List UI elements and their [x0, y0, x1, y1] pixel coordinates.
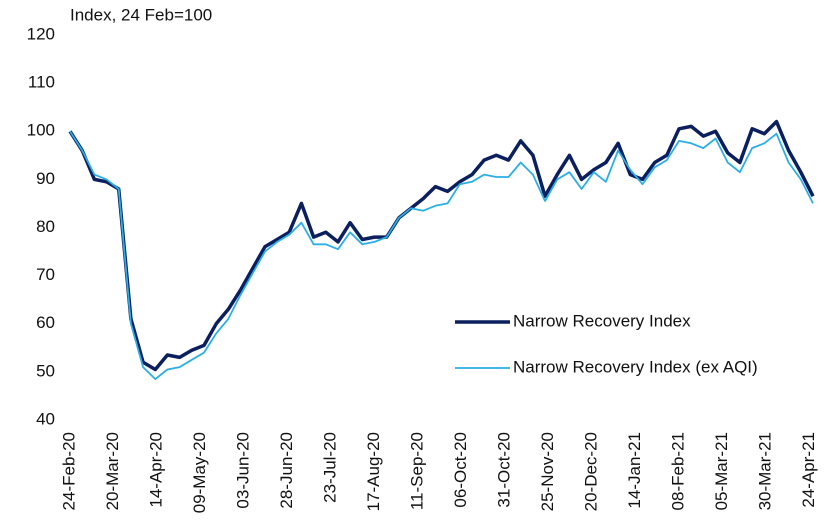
y-tick-label: 120	[27, 24, 55, 43]
x-tick-label: 11-Sep-20	[407, 432, 426, 510]
y-axis-label: Index, 24 Feb=100	[70, 5, 212, 24]
x-tick-label: 14-Apr-20	[146, 432, 165, 508]
y-tick-label: 40	[36, 409, 55, 428]
series-line	[69, 130, 814, 380]
x-tick-label: 17-Aug-20	[364, 432, 383, 511]
x-tick-label: 24-Feb-20	[59, 432, 78, 510]
legend-label: Narrow Recovery Index (ex AQI)	[513, 357, 758, 376]
y-tick-label: 90	[36, 169, 55, 188]
y-tick-label: 80	[36, 217, 55, 236]
x-tick-label: 25-Nov-20	[538, 432, 557, 511]
x-tick-label: 30-Mar-21	[756, 432, 775, 510]
x-tick-label: 20-Dec-20	[581, 432, 600, 511]
x-tick-label: 24-Apr-21	[799, 432, 818, 508]
x-tick-label: 28-Jun-20	[277, 432, 296, 509]
x-tick-label: 20-Mar-20	[103, 432, 122, 510]
x-tick-label: 05-Mar-21	[712, 432, 731, 510]
y-tick-label: 50	[36, 361, 55, 380]
y-tick-label: 70	[36, 265, 55, 284]
x-tick-label: 03-Jun-20	[233, 432, 252, 509]
y-tick-label: 60	[36, 313, 55, 332]
y-tick-label: 110	[28, 73, 55, 92]
y-tick-label: 100	[27, 121, 55, 140]
x-tick-label: 06-Oct-20	[451, 432, 470, 508]
legend-label: Narrow Recovery Index	[513, 311, 691, 330]
x-tick-label: 09-May-20	[190, 432, 209, 513]
series-line	[68, 119, 815, 372]
x-tick-label: 31-Oct-20	[494, 432, 513, 508]
x-tick-label: 14-Jan-21	[625, 432, 644, 509]
x-tick-label: 08-Feb-21	[669, 432, 688, 510]
x-tick-label: 23-Jul-20	[320, 432, 339, 503]
